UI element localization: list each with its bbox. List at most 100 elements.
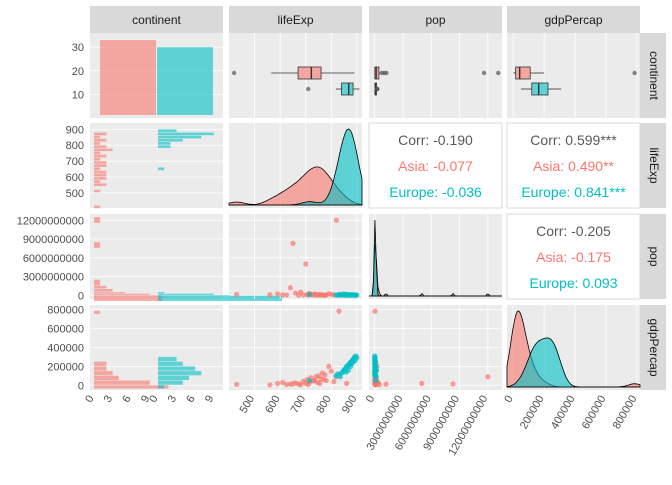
corr-europe: Europe: 0.841*** — [521, 184, 626, 200]
hist-bar-Asia — [94, 295, 163, 301]
corr-total: Corr: -0.190 — [398, 132, 473, 148]
hist-bar-Europe — [158, 132, 214, 136]
scatter-point-Asia — [344, 380, 350, 386]
row-strip-label-continent: continent — [647, 51, 661, 100]
scatter-point-Asia — [326, 363, 332, 369]
panel-2-1 — [229, 214, 362, 299]
hist-bar-Asia — [94, 135, 101, 139]
hist-bar-Asia — [94, 173, 107, 177]
panel-1-0 — [90, 123, 223, 208]
hist-bar-Europe — [158, 356, 177, 362]
hist-bar-Asia — [94, 310, 101, 314]
hist-bar-Europe — [158, 292, 165, 294]
tick-label-x: 400000 — [549, 394, 578, 432]
row-strip-label-gdpPercap: gdpPercap — [647, 318, 661, 376]
scatter-point-Europe — [345, 367, 352, 373]
hist-bar-Asia — [94, 148, 113, 152]
hist-bar-Europe — [158, 385, 165, 389]
column-strip-gdpPercap — [507, 6, 640, 33]
hist-bar-Asia — [94, 151, 101, 155]
corr-europe: Europe: 0.093 — [530, 275, 618, 291]
scatter-point-Asia — [274, 380, 281, 386]
row-strip-label-lifeExp: lifeExp — [647, 147, 661, 183]
panel-0-2 — [369, 33, 502, 118]
hist-bar-Asia — [94, 177, 107, 180]
tick-label-x: 600000 — [580, 394, 609, 432]
hist-bar-Asia — [94, 293, 150, 295]
tick-label-gdpPercap-y: 800000 — [47, 305, 84, 317]
tick-label-continent-y: 20 — [72, 66, 84, 78]
hist-bar-Asia — [94, 170, 107, 174]
box-Europe — [341, 82, 354, 96]
hist-bar-Europe — [158, 366, 196, 371]
scatter-point-Europe — [373, 377, 379, 384]
box-outlier-Asia — [481, 70, 487, 76]
hist-bar-Asia — [94, 371, 113, 376]
tick-label-count-x: 3 — [166, 394, 179, 405]
scatter-point-Asia — [333, 217, 340, 223]
corr-total: Corr: 0.599*** — [530, 132, 617, 148]
scatter-point-Asia — [331, 378, 337, 385]
row-strip-lifeExp — [640, 123, 666, 208]
box-Asia — [297, 66, 322, 80]
hist-bar-Europe — [158, 293, 214, 295]
hist-bar-Asia — [94, 380, 150, 385]
tick-label-gdpPercap-y: 400000 — [47, 343, 84, 355]
hist-bar-Asia — [94, 242, 101, 248]
tick-label-count-x: 6 — [120, 394, 133, 405]
hist-bar-Asia — [94, 167, 101, 171]
scatter-point-Asia — [419, 380, 425, 386]
hist-bar-Asia — [94, 289, 113, 292]
tick-label-lifeExp-y: 800 — [66, 140, 84, 152]
hist-bar-Asia — [94, 132, 107, 136]
box-outlier-Asia — [496, 70, 501, 76]
row-strip-pop — [640, 214, 666, 299]
column-strip-label-pop: pop — [425, 13, 445, 27]
tick-label-x: 800 — [314, 394, 334, 416]
scatter-point-Asia — [372, 308, 378, 314]
panel-1-2 — [368, 122, 503, 209]
tick-label-x: 500 — [238, 394, 258, 416]
scatter-point-Asia — [328, 368, 334, 374]
corr-europe: Europe: -0.036 — [389, 184, 482, 200]
tick-label-count-x: 9 — [139, 394, 152, 405]
box-outlier-Europe — [306, 86, 311, 92]
hist-bar-Asia — [94, 279, 101, 286]
hist-bar-Europe — [158, 135, 202, 139]
hist-bar-Asia — [94, 145, 107, 148]
hist-bar-Europe — [158, 295, 282, 301]
scatter-point-Europe — [372, 367, 378, 373]
hist-bar-Asia — [94, 292, 125, 294]
hist-bar-Europe — [158, 145, 171, 148]
hist-bar-Asia — [94, 366, 107, 371]
tick-label-gdpPercap-y: 0 — [78, 380, 84, 392]
corr-total: Corr: -0.205 — [536, 223, 611, 239]
hist-bar-Europe — [158, 375, 189, 381]
scatter-point-Asia — [287, 285, 293, 291]
tick-label-x: 900 — [340, 394, 360, 416]
hist-bar-Asia — [94, 189, 101, 193]
tick-label-count-x: 6 — [184, 394, 197, 405]
hist-bar-Europe — [158, 371, 202, 376]
tick-label-gdpPercap-y: 600000 — [47, 324, 84, 336]
scatter-point-Asia — [383, 381, 389, 387]
scatter-point-Asia — [280, 292, 286, 298]
tick-label-x: 0 — [364, 394, 377, 405]
scatter-point-Asia — [317, 380, 323, 386]
scatter-point-Asia — [300, 292, 306, 298]
scatter-point-Asia — [234, 381, 240, 387]
scatter-point-Asia — [303, 261, 309, 267]
tick-label-x: 200000 — [518, 394, 547, 432]
bar-Asia — [100, 40, 156, 116]
panel-2-2 — [369, 214, 502, 299]
panel-2-0 — [90, 214, 223, 299]
corr-asia: Asia: -0.175 — [536, 249, 611, 265]
panel-0-1 — [229, 33, 362, 118]
hist-bar-Asia — [94, 217, 101, 223]
hist-bar-Asia — [94, 183, 107, 187]
scatter-point-Europe — [306, 292, 313, 298]
scatter-point-Asia — [336, 308, 342, 314]
row-strip-gdpPercap — [640, 305, 666, 390]
